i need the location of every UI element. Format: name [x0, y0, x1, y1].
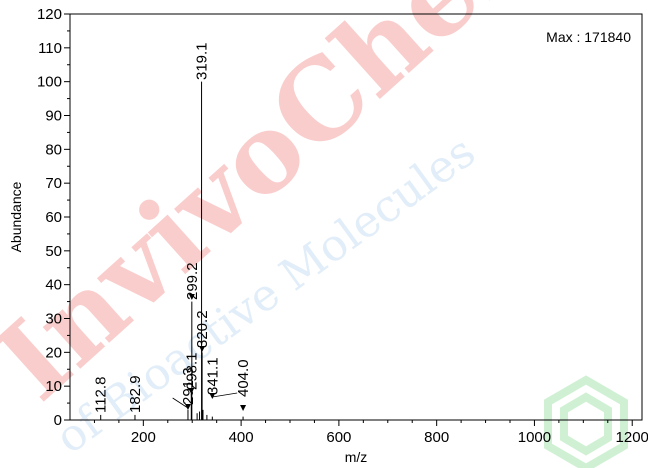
peaks: [100, 81, 244, 420]
leader-line: [212, 392, 238, 398]
leader-line: [172, 397, 189, 409]
x-tick-label: 800: [424, 429, 449, 446]
y-tick-label: 20: [45, 344, 62, 361]
peak-label: 404.0: [235, 359, 252, 397]
y-tick-label: 60: [45, 209, 62, 226]
y-tick-label: 10: [45, 378, 62, 395]
y-axis: 0 10 20 30 40 50 60 70 80 90 100 110 120: [37, 6, 70, 429]
peak-marker: [188, 294, 195, 300]
peak-label: 299.2: [184, 262, 201, 300]
y-tick-label: 30: [45, 311, 62, 328]
hexagon-logo-icon: [544, 375, 628, 468]
y-tick-label: 90: [45, 108, 62, 125]
peak-marker: [209, 393, 216, 399]
peak-marker: [188, 388, 195, 394]
peak-marker: [240, 405, 247, 411]
peak-label: 319.1: [194, 42, 211, 80]
peak-label: 320.2: [194, 310, 211, 348]
peak-marker: [184, 404, 191, 410]
peak-label: 341.1: [204, 357, 221, 395]
y-tick-label: 100: [37, 74, 62, 91]
y-tick-label: 0: [54, 412, 62, 429]
x-axis: 200 400 600 800 1000 1200: [93, 420, 648, 446]
watermark-brand: InvivoChem: [0, 0, 589, 424]
y-tick-label: 110: [38, 40, 62, 57]
peak-label: 298.1: [183, 352, 200, 390]
y-tick-label: 40: [45, 277, 62, 294]
max-label: Max : 171840: [546, 29, 631, 45]
x-tick-label: 600: [326, 429, 351, 446]
peak-label: 112.8: [93, 377, 110, 413]
y-tick-label: 80: [45, 141, 62, 158]
x-tick-label: 1000: [518, 429, 551, 446]
y-tick-label: 70: [45, 175, 62, 192]
x-tick-label: 200: [131, 429, 156, 446]
y-tick-label: 50: [45, 243, 62, 260]
x-tick-label: 1200: [616, 429, 648, 446]
peak-label: 291.3: [180, 367, 197, 405]
peak-marker: [199, 346, 206, 352]
x-tick-label: 400: [229, 429, 254, 446]
y-axis-label: Abundance: [8, 181, 24, 252]
y-tick-label: 120: [37, 6, 62, 23]
peak-label: 182.9: [127, 375, 144, 413]
x-axis-label: m/z: [345, 449, 368, 465]
